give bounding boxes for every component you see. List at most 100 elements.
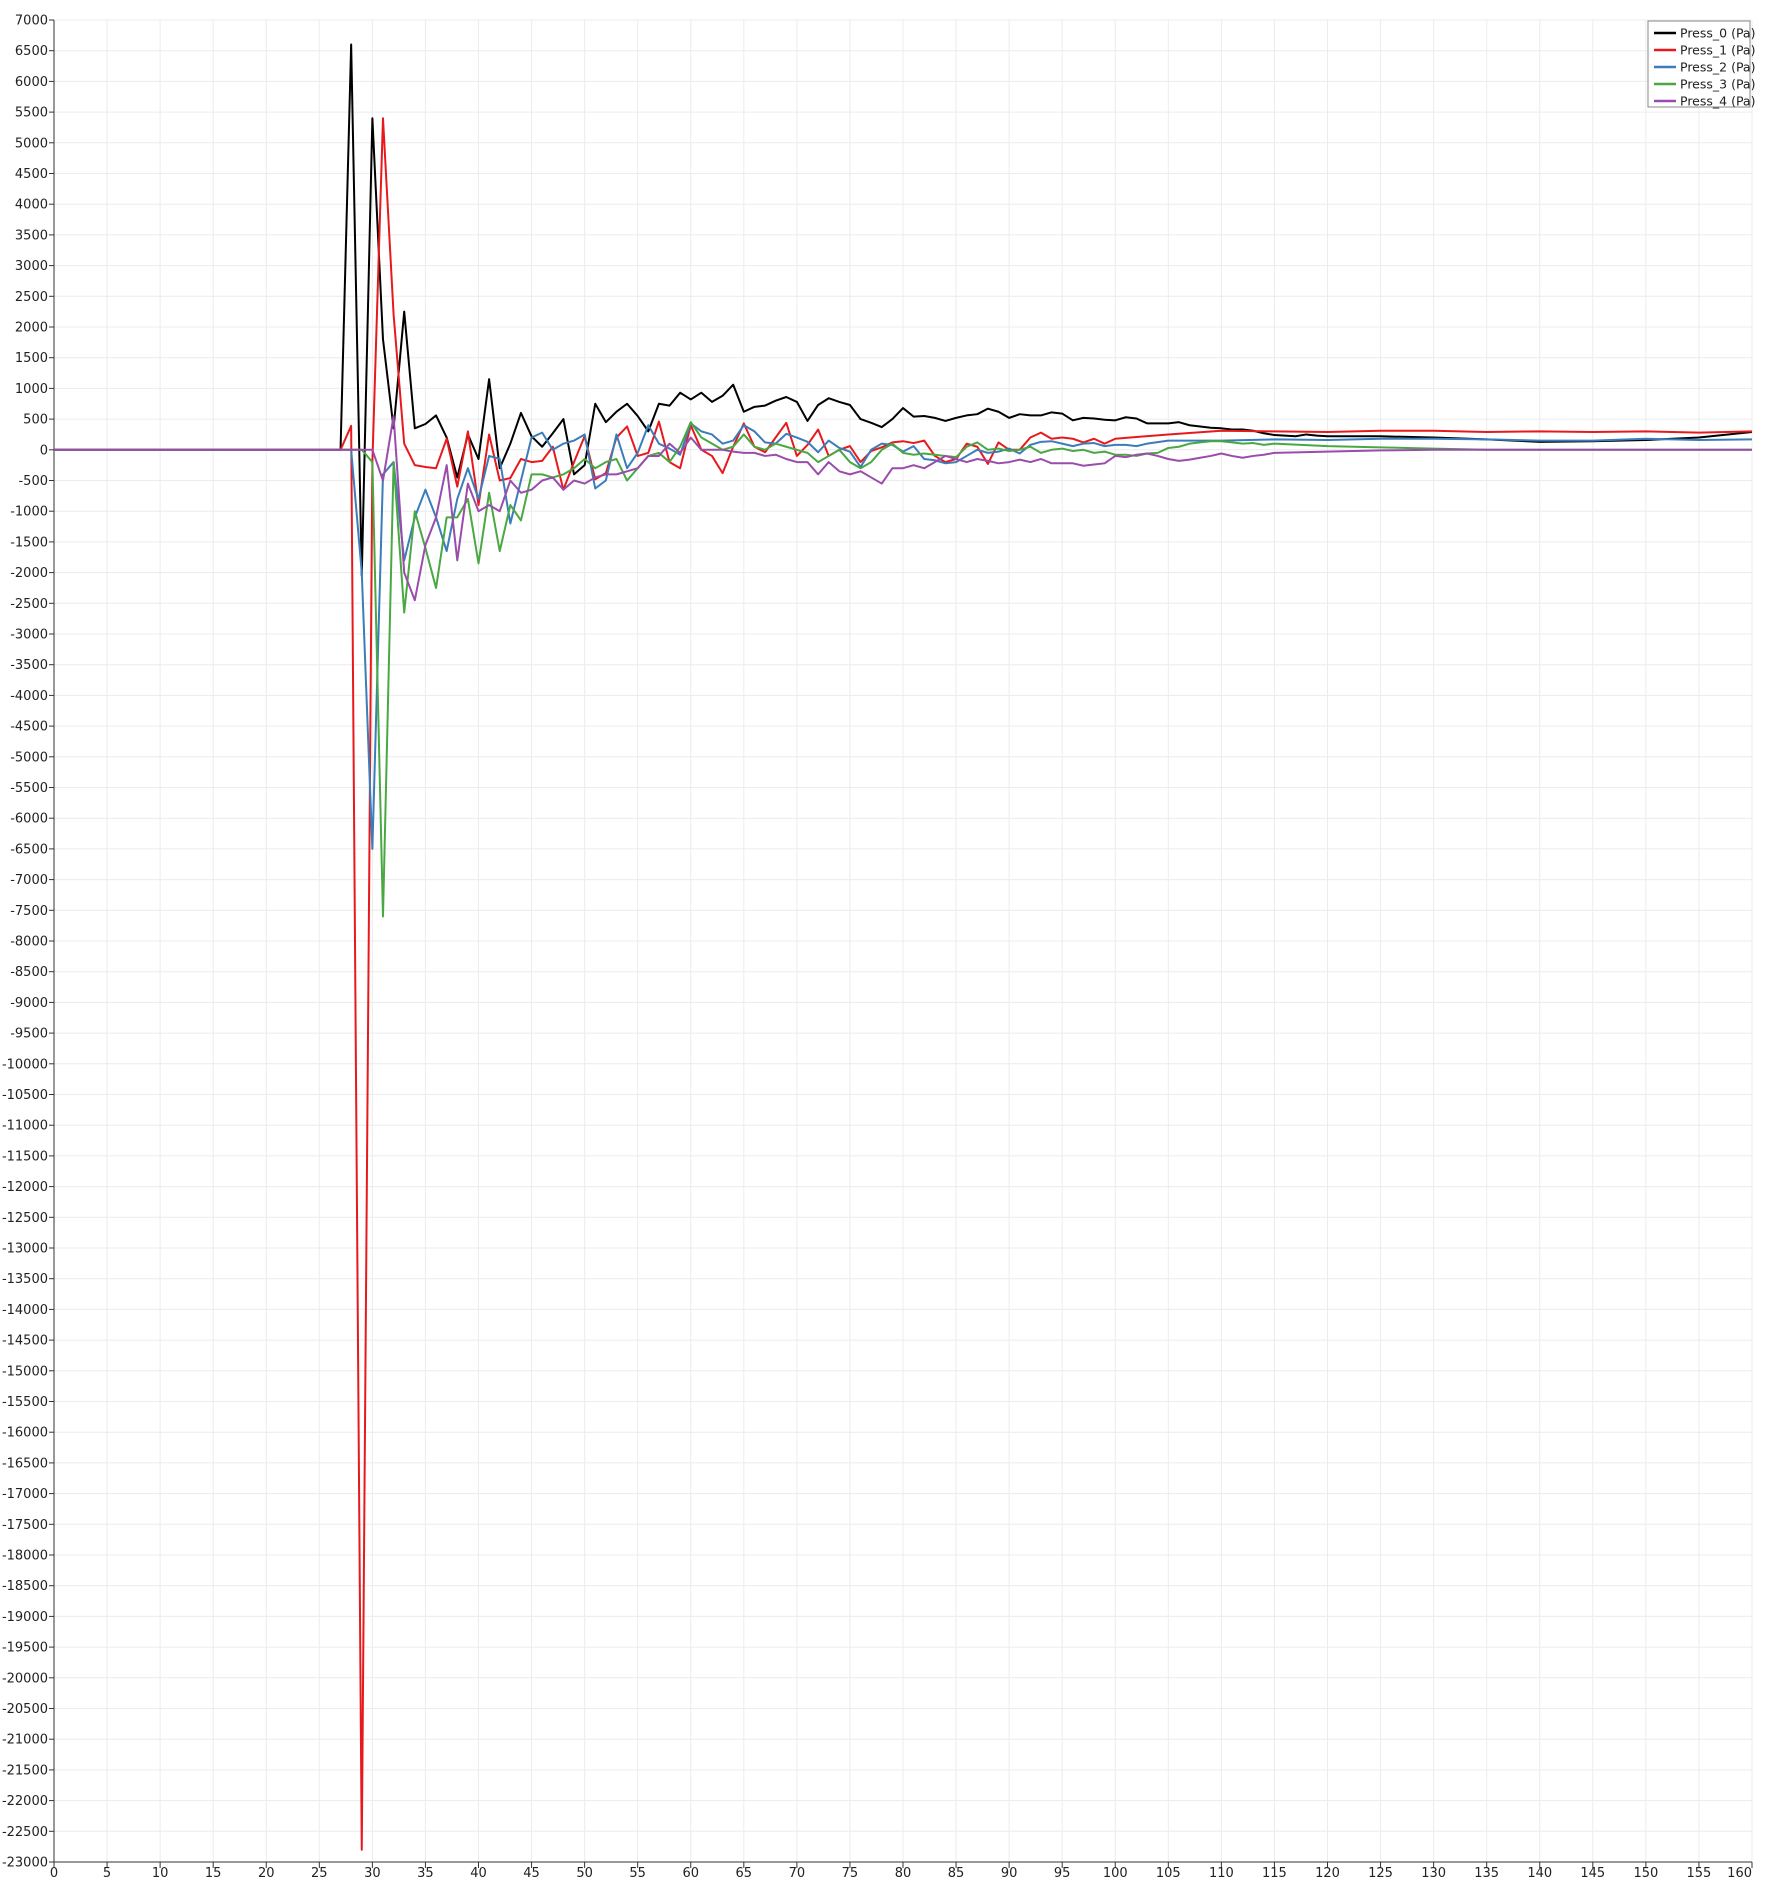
y-tick-label: -8000 — [10, 935, 48, 950]
y-tick-label: -14000 — [2, 1303, 48, 1318]
y-tick-label: -2500 — [10, 597, 48, 612]
y-tick-label: -16000 — [2, 1426, 48, 1441]
y-tick-label: -22500 — [2, 1825, 48, 1840]
y-tick-label: 5500 — [15, 106, 48, 121]
x-tick-label: 115 — [1262, 1866, 1287, 1878]
y-tick-label: -4000 — [10, 689, 48, 704]
x-tick-label: 100 — [1103, 1866, 1128, 1878]
legend-box — [1647, 20, 1751, 108]
y-tick-label: -1500 — [10, 535, 48, 550]
y-tick-label: -3000 — [10, 628, 48, 643]
y-tick-label: -18500 — [2, 1579, 48, 1594]
y-tick-label: -23000 — [2, 1856, 48, 1871]
y-tick-label: -21000 — [2, 1733, 48, 1748]
y-tick-label: 6000 — [15, 75, 48, 90]
x-tick-label: 70 — [789, 1866, 806, 1878]
legend-entry-3: Press_3 (Pa) — [1680, 77, 1755, 92]
y-tick-label: -22000 — [2, 1794, 48, 1809]
x-tick-label: 20 — [258, 1866, 275, 1878]
x-tick-label: 35 — [417, 1866, 434, 1878]
legend-entry-2: Press_2 (Pa) — [1680, 60, 1755, 75]
legend-entry-0: Press_0 (Pa) — [1680, 26, 1755, 41]
series-line-4 — [54, 415, 1752, 602]
x-tick-label: 125 — [1368, 1866, 1393, 1878]
y-tick-label: -7000 — [10, 873, 48, 888]
y-tick-label: -9000 — [10, 996, 48, 1011]
y-tick-label: 1000 — [15, 382, 48, 397]
y-tick-label: 2000 — [15, 321, 48, 336]
y-tick-label: -1000 — [10, 505, 48, 520]
x-tick-label: 5 — [103, 1866, 111, 1878]
series-lines — [54, 43, 1753, 1851]
x-tick-label: 55 — [629, 1866, 646, 1878]
y-tick-label: 1500 — [15, 351, 48, 366]
x-tick-label: 50 — [576, 1866, 593, 1878]
x-tick-label: 0 — [50, 1866, 58, 1878]
y-tick-label: 0 — [40, 443, 48, 458]
y-tick-label: -20500 — [2, 1702, 48, 1717]
y-tick-label: -2000 — [10, 566, 48, 581]
y-tick-label: 2500 — [15, 290, 48, 305]
x-tick-label: 150 — [1633, 1866, 1658, 1878]
y-tick-label: -13000 — [2, 1242, 48, 1257]
y-tick-label: -10500 — [2, 1088, 48, 1103]
y-tick-label: -20000 — [2, 1671, 48, 1686]
x-tick-label: 45 — [523, 1866, 540, 1878]
y-tick-label: -12000 — [2, 1180, 48, 1195]
x-tick-label: 25 — [311, 1866, 328, 1878]
y-tick-label: -8500 — [10, 965, 48, 980]
y-tick-label: 3000 — [15, 259, 48, 274]
y-tick-label: -11500 — [2, 1149, 48, 1164]
y-tick-label: 4500 — [15, 167, 48, 182]
y-tick-label: -5500 — [10, 781, 48, 796]
series-line-3 — [54, 421, 1752, 918]
x-tick-label: 95 — [1054, 1866, 1071, 1878]
y-tick-label: -19500 — [2, 1641, 48, 1656]
x-tick-label: 85 — [948, 1866, 965, 1878]
x-tick-label: 105 — [1156, 1866, 1181, 1878]
y-tick-label: -13500 — [2, 1272, 48, 1287]
y-tick-label: 7000 — [15, 14, 48, 29]
x-tick-label: 135 — [1474, 1866, 1499, 1878]
y-tick-label: -9500 — [10, 1027, 48, 1042]
x-tick-label: 140 — [1527, 1866, 1552, 1878]
y-tick-label: -16500 — [2, 1456, 48, 1471]
y-tick-label: -6000 — [10, 812, 48, 827]
y-tick-label: -10000 — [2, 1057, 48, 1072]
x-tick-label: 75 — [842, 1866, 859, 1878]
y-tick-label: -15000 — [2, 1364, 48, 1379]
y-tick-label: -18000 — [2, 1549, 48, 1564]
y-tick-label: -4500 — [10, 720, 48, 735]
y-tick-label: -17000 — [2, 1487, 48, 1502]
y-tick-label: -14500 — [2, 1334, 48, 1349]
y-tick-label: -19000 — [2, 1610, 48, 1625]
y-tick-label: -5000 — [10, 750, 48, 765]
x-tick-label: 60 — [682, 1866, 699, 1878]
x-tick-label: 65 — [736, 1866, 753, 1878]
y-tick-label: 3500 — [15, 228, 48, 243]
x-tick-label: 130 — [1421, 1866, 1446, 1878]
x-tick-label: 120 — [1315, 1866, 1340, 1878]
x-tick-label: 145 — [1580, 1866, 1605, 1878]
y-tick-label: -7500 — [10, 904, 48, 919]
series-line-2 — [54, 422, 1753, 850]
grid — [53, 19, 1753, 1863]
x-tick-label: 30 — [364, 1866, 381, 1878]
x-tick-label: 90 — [1001, 1866, 1018, 1878]
x-tick-label: 15 — [205, 1866, 222, 1878]
y-tick-label: -21500 — [2, 1763, 48, 1778]
x-tick-label: 40 — [470, 1866, 487, 1878]
y-tick-label: -11000 — [2, 1119, 48, 1134]
x-tick-label: 160 — [1727, 1866, 1752, 1878]
y-tick-label: 6500 — [15, 44, 48, 59]
y-tick-label: -15500 — [2, 1395, 48, 1410]
x-tick-label: 80 — [895, 1866, 912, 1878]
legend: Press_0 (Pa) Press_1 (Pa) Press_2 (Pa) Pres… — [1647, 20, 1755, 109]
legend-entry-4: Press_4 (Pa) — [1680, 94, 1755, 109]
y-tick-label: -17500 — [2, 1518, 48, 1533]
series-line-0 — [54, 43, 1753, 577]
y-tick-label: -12500 — [2, 1211, 48, 1226]
y-tick-label: -3500 — [10, 658, 48, 673]
y-tick-label: 500 — [23, 413, 48, 428]
